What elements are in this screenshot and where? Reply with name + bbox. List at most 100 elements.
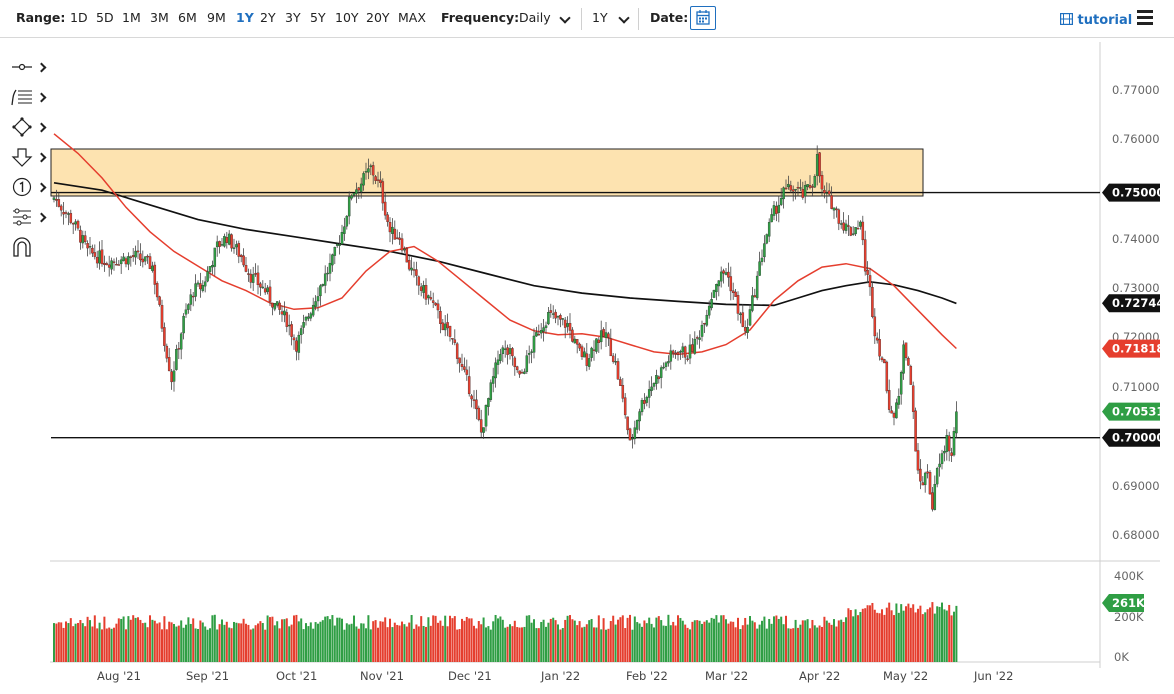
range-5y[interactable]: 5Y bbox=[310, 10, 326, 25]
candle-body bbox=[633, 427, 637, 440]
volume-bar bbox=[355, 626, 358, 662]
volume-bar bbox=[84, 626, 87, 662]
volume-bar bbox=[302, 629, 305, 662]
candle-body bbox=[575, 339, 579, 345]
volume-bar bbox=[785, 615, 787, 662]
tutorial-link[interactable]: tutorial bbox=[1060, 13, 1132, 28]
candle-body bbox=[155, 283, 159, 298]
volume-bar bbox=[144, 622, 147, 662]
volume-bar bbox=[257, 623, 259, 662]
volume-bar bbox=[405, 626, 408, 662]
period-select[interactable]: 1Y bbox=[592, 10, 608, 25]
volume-bar bbox=[741, 625, 744, 662]
candle-body bbox=[127, 256, 130, 265]
candle-body bbox=[923, 472, 927, 486]
volume-bar bbox=[453, 616, 456, 662]
measure-tool-icon[interactable] bbox=[8, 206, 48, 230]
volume-bar bbox=[744, 617, 747, 662]
candle-body bbox=[280, 311, 284, 315]
volume-bar bbox=[384, 617, 387, 662]
volume-bar bbox=[633, 616, 636, 662]
volume-bar bbox=[720, 615, 723, 662]
volume-bar bbox=[223, 624, 226, 662]
volume-bar bbox=[895, 603, 898, 662]
counter-tool-icon[interactable] bbox=[8, 176, 48, 200]
range-20y[interactable]: 20Y bbox=[366, 10, 390, 25]
volume-bar bbox=[146, 627, 149, 662]
range-max[interactable]: MAX bbox=[398, 10, 426, 25]
volume-bar bbox=[753, 622, 756, 662]
x-tick: Nov '21 bbox=[360, 669, 404, 683]
range-3m[interactable]: 3M bbox=[150, 10, 169, 25]
range-6m[interactable]: 6M bbox=[178, 10, 197, 25]
volume-bar bbox=[667, 614, 670, 662]
volume-bar bbox=[396, 624, 399, 662]
range-1m[interactable]: 1M bbox=[122, 10, 141, 25]
range-9m[interactable]: 9M bbox=[207, 10, 226, 25]
crosshair-tool-icon[interactable] bbox=[8, 56, 48, 80]
candle-body bbox=[885, 361, 889, 392]
volume-bar bbox=[621, 615, 624, 662]
volume-bar bbox=[909, 607, 912, 662]
candle-body bbox=[407, 260, 411, 270]
y-tick: 0.69000 bbox=[1112, 479, 1160, 493]
candle-body bbox=[275, 301, 279, 306]
volume-bar bbox=[369, 629, 372, 662]
volume-bar bbox=[717, 622, 720, 662]
shapes-tool-icon[interactable] bbox=[8, 116, 48, 140]
range-1y[interactable]: 1Y bbox=[236, 10, 254, 25]
frequency-select[interactable]: Daily bbox=[519, 10, 551, 25]
candle-body bbox=[249, 273, 253, 283]
volume-bar bbox=[590, 618, 593, 662]
range-2y[interactable]: 2Y bbox=[260, 10, 276, 25]
volume-bar bbox=[161, 629, 163, 662]
magnet-icon[interactable] bbox=[8, 236, 48, 260]
candle-body bbox=[213, 247, 217, 267]
candle-body bbox=[223, 236, 226, 247]
range-1d[interactable]: 1D bbox=[70, 10, 88, 25]
volume-bar bbox=[715, 615, 718, 662]
volume-bar bbox=[141, 623, 144, 662]
volume-bar bbox=[156, 623, 159, 662]
volume-bar bbox=[115, 623, 118, 662]
volume-bar bbox=[449, 615, 451, 662]
candle-body bbox=[107, 264, 111, 268]
calendar-icon[interactable] bbox=[690, 6, 716, 30]
range-5d[interactable]: 5D bbox=[96, 10, 114, 25]
volume-bar bbox=[110, 628, 113, 662]
volume-bar bbox=[312, 628, 315, 662]
volume-bar bbox=[477, 621, 480, 662]
volume-bar bbox=[348, 624, 351, 662]
candle-body bbox=[472, 399, 476, 401]
candle-body bbox=[808, 185, 812, 188]
volume-bar bbox=[197, 628, 199, 662]
fibonacci-tool-icon[interactable] bbox=[8, 86, 48, 110]
candle-body bbox=[928, 472, 932, 495]
volume-bar bbox=[113, 627, 115, 662]
divider bbox=[638, 8, 639, 30]
hamburger-menu-icon[interactable] bbox=[1137, 10, 1153, 28]
volume-bar bbox=[602, 618, 605, 662]
candle-body bbox=[875, 337, 879, 341]
candle-body bbox=[343, 226, 346, 234]
candle-body bbox=[299, 328, 303, 336]
candle-body bbox=[789, 185, 793, 191]
arrow-tool-icon[interactable] bbox=[8, 146, 48, 170]
candle-body bbox=[863, 239, 867, 272]
candle-body bbox=[856, 228, 860, 230]
volume-bar bbox=[641, 626, 643, 662]
candle-body bbox=[93, 252, 97, 257]
film-icon bbox=[1060, 13, 1074, 26]
candle-body bbox=[861, 221, 865, 241]
volume-bar bbox=[489, 629, 492, 662]
volume-bar bbox=[837, 620, 840, 662]
candle-body bbox=[321, 284, 325, 286]
candle-body bbox=[784, 187, 788, 190]
range-3y[interactable]: 3Y bbox=[285, 10, 301, 25]
volume-bar bbox=[180, 620, 183, 662]
volume-bar bbox=[516, 627, 519, 662]
volume-bar bbox=[897, 612, 900, 662]
volume-bar bbox=[655, 617, 658, 662]
range-10y[interactable]: 10Y bbox=[335, 10, 359, 25]
